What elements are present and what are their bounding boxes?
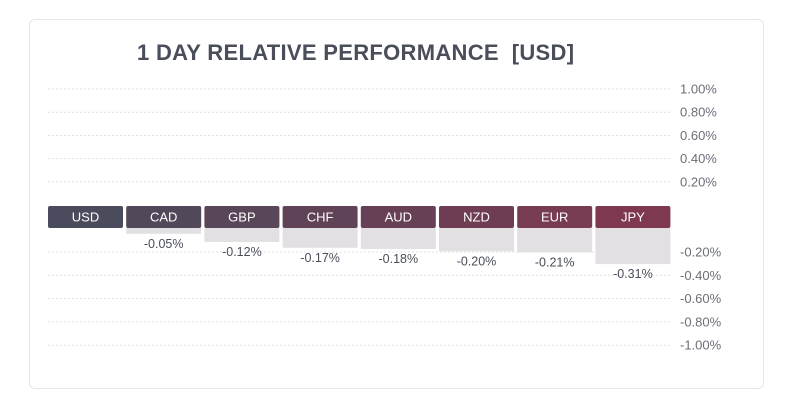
category-tab-cad [126, 206, 202, 228]
category-tab-gbp [204, 206, 280, 228]
bar-cad [126, 228, 202, 234]
bar-aud [360, 228, 436, 249]
y-tick-label: -0.80% [680, 314, 722, 329]
data-label: -0.20% [457, 254, 497, 268]
y-tick-label: 0.60% [680, 128, 717, 143]
category-tab-nzd [439, 206, 514, 228]
category-tabs: USD CAD GBP CHF AUD NZD EUR JPY [48, 206, 671, 228]
category-tab-eur [517, 206, 593, 228]
y-tick-label: 0.80% [680, 105, 717, 120]
category-label: GBP [228, 210, 255, 225]
y-tick-label: -1.00% [680, 338, 722, 353]
bars [126, 228, 671, 265]
bar-chf [282, 228, 358, 248]
y-tick-label: 0.40% [680, 151, 717, 166]
data-label: -0.18% [378, 252, 418, 266]
category-tab-jpy [595, 206, 671, 228]
data-label: -0.21% [535, 255, 575, 269]
category-label: NZD [463, 210, 490, 225]
chart-card [29, 19, 764, 389]
value-labels: -0.05% -0.12% -0.17% -0.18% -0.20% -0.21% -0.3… [144, 237, 653, 281]
category-label: JPY [621, 210, 645, 225]
category-label: AUD [385, 210, 412, 225]
y-axis: 1.00% 0.80% 0.60% 0.40% 0.20% -0.20% -0.40% -0.… [680, 82, 722, 353]
y-tick-label: 0.20% [680, 174, 717, 189]
category-tab-chf [282, 206, 358, 228]
category-tab-usd [48, 206, 123, 228]
category-label: CHF [307, 210, 334, 225]
category-label: USD [72, 210, 99, 225]
bar-eur [517, 228, 593, 253]
y-tick-label: 1.00% [680, 82, 717, 97]
y-tick-label: -0.40% [680, 268, 722, 283]
data-label: -0.12% [222, 245, 262, 259]
data-label: -0.31% [613, 267, 653, 281]
y-tick-label: -0.20% [680, 245, 722, 260]
chart-title: 1 DAY RELATIVE PERFORMANCE [USD] [137, 40, 575, 65]
category-tab-aud [360, 206, 436, 228]
bar-jpy [595, 228, 671, 265]
category-label: CAD [150, 210, 177, 225]
data-label: -0.17% [300, 251, 340, 265]
category-label: EUR [541, 210, 568, 225]
bar-gbp [204, 228, 280, 242]
bar-nzd [439, 228, 514, 252]
y-tick-label: -0.60% [680, 291, 722, 306]
data-label: -0.05% [144, 237, 184, 251]
gridlines [48, 88, 672, 346]
